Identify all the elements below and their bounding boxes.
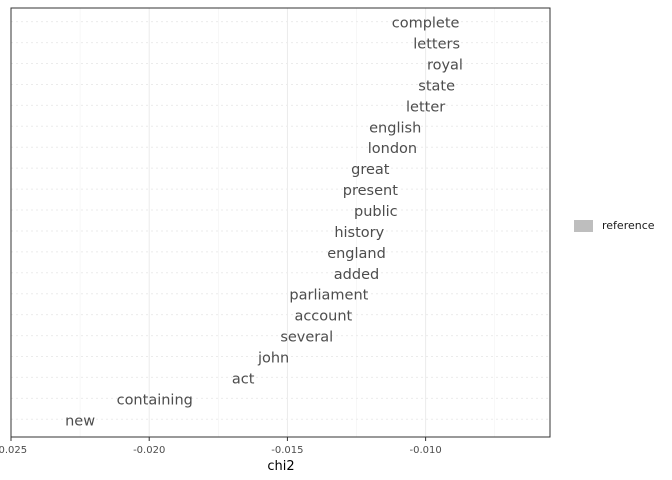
- word-label-royal: royal: [427, 58, 463, 74]
- word-label-public: public: [354, 204, 398, 220]
- word-label-several: several: [280, 330, 333, 346]
- grid-minor: [79, 8, 496, 437]
- panel-border: [10, 7, 551, 438]
- word-label-new: new: [65, 413, 95, 429]
- x-axis-title: chi2: [267, 459, 294, 474]
- legend-key-reference: [574, 219, 593, 232]
- word-label-parliament: parliament: [289, 288, 368, 304]
- word-label-england: england: [327, 246, 386, 262]
- word-label-great: great: [351, 162, 390, 178]
- word-label-complete: complete: [392, 16, 460, 32]
- word-label-state: state: [418, 78, 455, 94]
- word-label-english: english: [369, 120, 421, 136]
- word-label-history: history: [334, 225, 384, 241]
- word-label-containing: containing: [117, 392, 193, 408]
- word-label-letters: letters: [413, 37, 460, 53]
- word-labels: complete letters royal state letter english lo…: [65, 16, 463, 430]
- legend-label-reference: reference: [602, 219, 655, 232]
- legend: reference: [574, 219, 655, 232]
- word-label-john: john: [257, 351, 289, 367]
- word-label-act: act: [232, 371, 255, 387]
- x-tick-label: -0.020: [133, 445, 165, 456]
- word-label-present: present: [343, 183, 398, 199]
- x-tick-label: -0.025: [0, 445, 27, 456]
- word-label-letter: letter: [406, 99, 445, 115]
- x-tick-label: -0.015: [271, 445, 303, 456]
- word-label-added: added: [334, 267, 379, 283]
- panel-background: [11, 8, 550, 437]
- x-tick-label: -0.010: [409, 445, 441, 456]
- word-label-london: london: [368, 141, 417, 157]
- x-axis: -0.025 -0.020 -0.015 -0.010: [0, 437, 442, 456]
- word-label-account: account: [294, 309, 352, 325]
